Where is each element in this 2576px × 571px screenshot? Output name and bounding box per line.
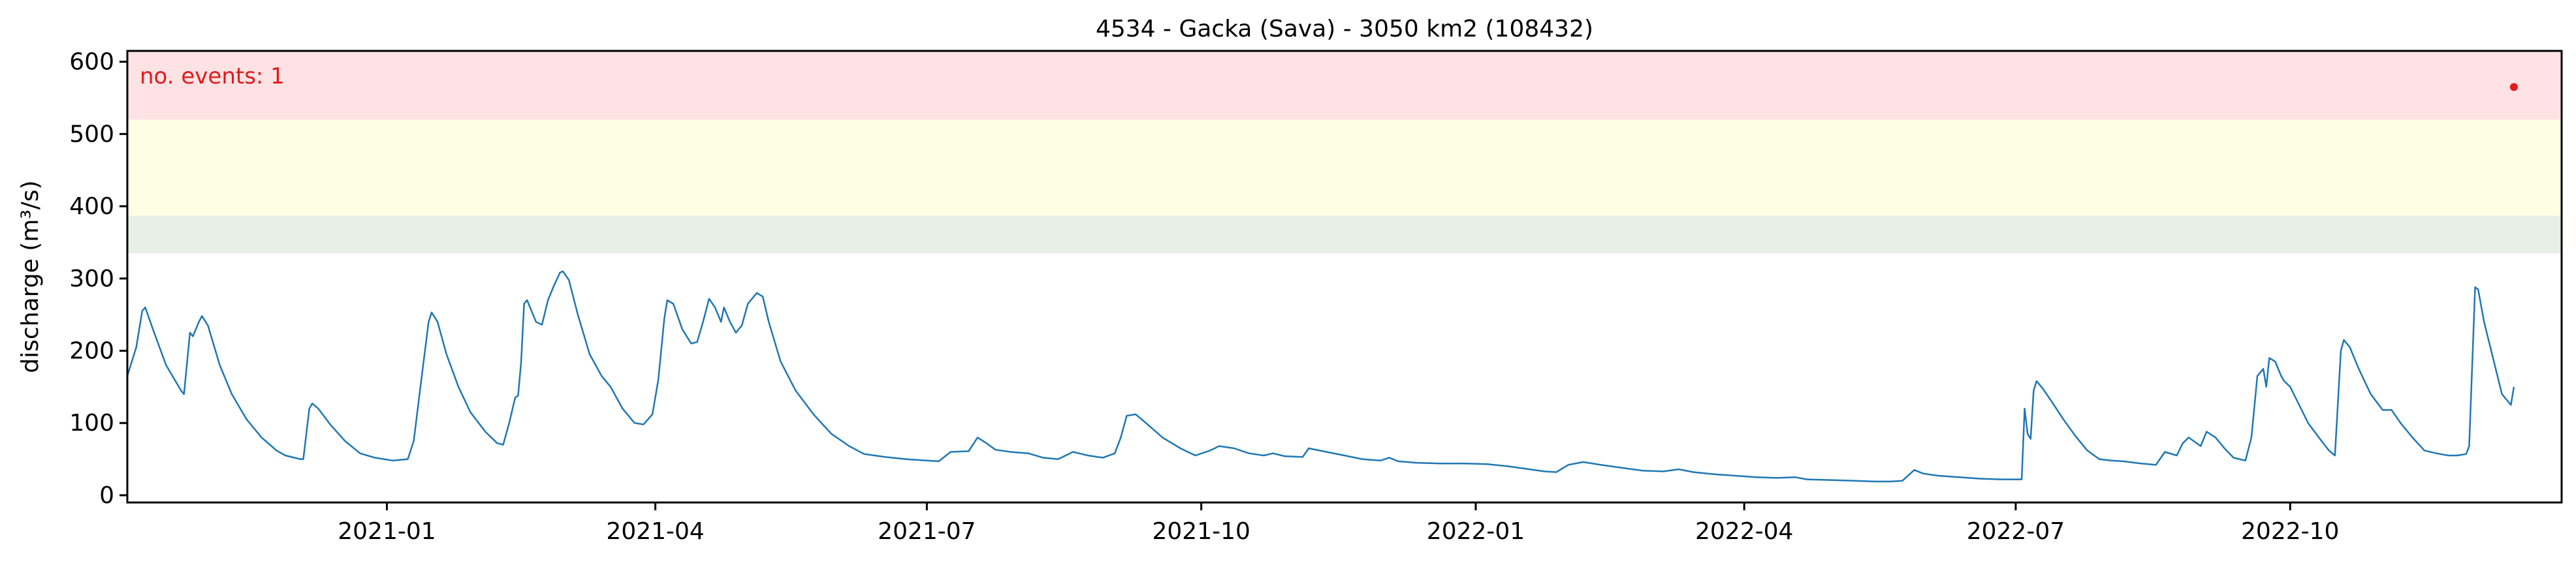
threshold-bands [127,51,2562,254]
y-tick-label: 0 [99,482,114,509]
plot-frame [126,50,2563,504]
x-tick-label: 2022-07 [1967,518,2065,545]
chart-title: 4534 - Gacka (Sava) - 3050 km2 (108432) [1096,16,1593,42]
x-tick-label: 2022-10 [2241,518,2339,545]
event-markers [2509,83,2518,91]
threshold-band-2 [127,119,2562,216]
event-marker-1 [2509,83,2518,91]
events-annotation: no. events: 1 [140,63,285,89]
y-tick-label: 600 [69,49,114,76]
y-tick-label: 400 [69,193,114,220]
threshold-band-3 [127,51,2562,120]
x-tick-label: 2022-04 [1695,518,1793,545]
y-tick-label: 300 [69,266,114,292]
y-tick-label: 200 [69,337,114,364]
x-tick-label: 2021-01 [338,518,436,545]
x-tick-label: 2021-07 [878,518,976,545]
y-axis-label: discharge (m³/s) [17,180,44,373]
series-line-1 [126,270,2515,483]
y-axis-ticks: 0 100 200 300 400 500 600 [69,49,127,509]
x-axis-ticks: 2021-01 2021-04 2021-07 2021-10 2022-01 2022-… [338,502,2339,545]
x-tick-label: 2021-04 [606,518,704,545]
y-tick-label: 500 [69,121,114,147]
y-tick-label: 100 [69,410,114,437]
series-layer [126,270,2515,483]
threshold-band-1 [127,215,2562,254]
x-tick-label: 2022-01 [1427,518,1525,545]
x-tick-label: 2021-10 [1152,518,1250,545]
